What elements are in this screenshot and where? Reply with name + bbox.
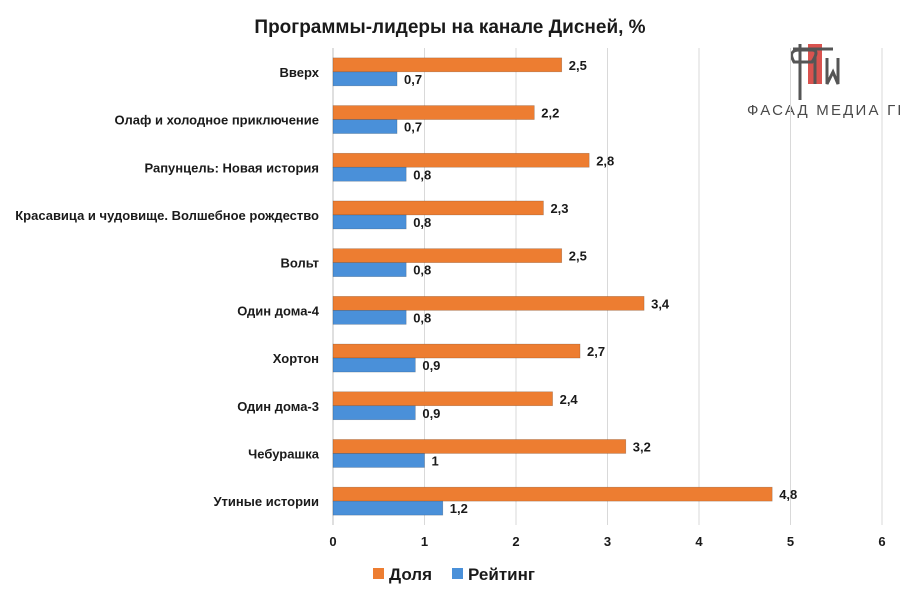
data-label: 3,4 — [651, 296, 670, 311]
data-label: 0,7 — [404, 120, 422, 135]
x-axis-ticks: 0 1 2 3 4 5 6 — [329, 534, 885, 549]
category-label: Красавица и чудовище. Волшебное рождеств… — [15, 208, 319, 223]
rating-bar — [332, 453, 425, 468]
data-label: 0,8 — [413, 215, 431, 230]
x-tick-label: 0 — [329, 534, 336, 549]
data-label: 2,8 — [596, 153, 614, 168]
category-label: Чебурашка — [248, 446, 320, 461]
rating-bar — [332, 310, 407, 325]
company-logo: ФАСАД МЕДИА ГРУПП — [747, 44, 900, 119]
data-label: 4,8 — [779, 487, 797, 502]
share-bar — [332, 343, 581, 359]
share-bar — [332, 439, 627, 454]
category-label: Хортон — [273, 351, 319, 366]
chart-title: Программы-лидеры на канале Дисней, % — [254, 17, 645, 38]
logo-text: ФАСАД МЕДИА ГРУПП — [747, 102, 900, 119]
category-label: Рапунцель: Новая история — [144, 160, 319, 175]
rating-bar — [332, 119, 398, 134]
category-label: Вольт — [281, 256, 319, 271]
data-label: 2,5 — [569, 58, 587, 73]
data-label: 2,5 — [569, 249, 587, 264]
data-label: 0,9 — [422, 406, 440, 421]
rating-bar — [332, 262, 407, 277]
rating-bar — [332, 214, 407, 230]
data-label: 1 — [432, 453, 439, 468]
rating-bar — [332, 71, 398, 87]
data-labels: 2,5 0,7 2,2 0,7 2,8 0,8 2,3 0,8 2,5 0,8 3,4 0,8 2,7 0… — [404, 58, 797, 516]
legend: Доля Рейтинг — [373, 565, 535, 584]
x-tick-label: 6 — [878, 534, 885, 549]
x-tick-label: 4 — [695, 534, 703, 549]
category-label: Олаф и холодное приключение — [115, 113, 319, 128]
legend-label-rating: Рейтинг — [468, 565, 535, 584]
data-label: 0,9 — [422, 358, 440, 373]
category-label: Вверх — [280, 65, 320, 80]
share-bar — [332, 296, 645, 311]
bars — [332, 57, 773, 516]
legend-swatch-share — [373, 568, 384, 579]
legend-swatch-rating — [452, 568, 463, 579]
x-tick-label: 2 — [512, 534, 519, 549]
share-bar — [332, 391, 553, 407]
logo-mark — [790, 44, 840, 100]
rating-bar — [332, 405, 416, 421]
share-bar — [332, 57, 563, 73]
data-label: 2,3 — [550, 201, 568, 216]
rating-bar — [332, 500, 444, 516]
share-bar — [332, 105, 535, 120]
share-bar — [332, 486, 773, 502]
category-label: Утиные истории — [213, 494, 319, 509]
x-tick-label: 1 — [421, 534, 428, 549]
share-bar — [332, 152, 590, 168]
share-bar — [332, 248, 563, 263]
data-label: 2,2 — [541, 106, 559, 121]
data-label: 0,8 — [413, 263, 431, 278]
legend-label-share: Доля — [389, 565, 432, 584]
data-label: 2,7 — [587, 344, 605, 359]
category-label: Один дома-3 — [237, 399, 319, 414]
x-tick-label: 5 — [787, 534, 794, 549]
category-label: Один дома-4 — [237, 303, 320, 318]
rating-bar — [332, 166, 407, 182]
category-labels: Вверх Олаф и холодное приключение Рапунцел… — [15, 65, 320, 509]
share-bar — [332, 200, 544, 216]
x-tick-label: 3 — [604, 534, 611, 549]
data-label: 0,8 — [413, 167, 431, 182]
rating-bar — [332, 357, 416, 373]
data-label: 3,2 — [633, 439, 651, 454]
data-label: 1,2 — [450, 501, 468, 516]
data-label: 0,7 — [404, 72, 422, 87]
data-label: 0,8 — [413, 310, 431, 325]
data-label: 2,4 — [560, 392, 579, 407]
